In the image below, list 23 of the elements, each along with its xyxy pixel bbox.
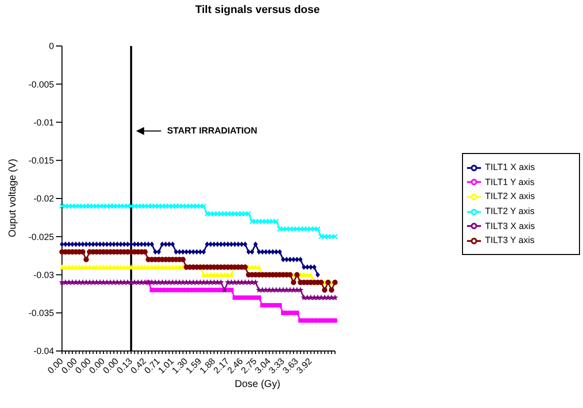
y-tick-label: -0.01	[33, 117, 54, 128]
legend-label: TILT2 Y axis	[485, 206, 535, 216]
y-tick-label: -0.02	[33, 194, 54, 204]
legend-label: TILT1 Y axis	[485, 176, 535, 187]
point	[294, 310, 300, 316]
point	[278, 303, 282, 308]
legend-label: TILT2 X axis	[485, 191, 535, 202]
y-axis-title: Ouput voltage (V)	[8, 158, 18, 238]
y-tick-label: -0.03	[33, 270, 54, 280]
chart-title: Tilt signals versus dose	[194, 4, 321, 16]
ref-line-label: START IRRADIATION	[167, 125, 258, 136]
legend-label: TILT1 X axis	[485, 162, 535, 172]
point	[256, 295, 262, 300]
y-tick-label: 0	[48, 41, 54, 52]
legend-label: TILT3 Y axis	[485, 235, 535, 246]
legend-label: TILT3 X axis	[485, 220, 535, 231]
y-tick-label: -0.005	[28, 79, 54, 90]
point	[229, 288, 234, 292]
y-tick-label: -0.035	[28, 308, 54, 318]
y-tick-label: -0.015	[28, 156, 54, 166]
x-axis-title: Dose (Gy)	[234, 379, 282, 390]
y-tick-label: -0.04	[33, 346, 54, 356]
y-tick-label: -0.025	[28, 232, 54, 242]
